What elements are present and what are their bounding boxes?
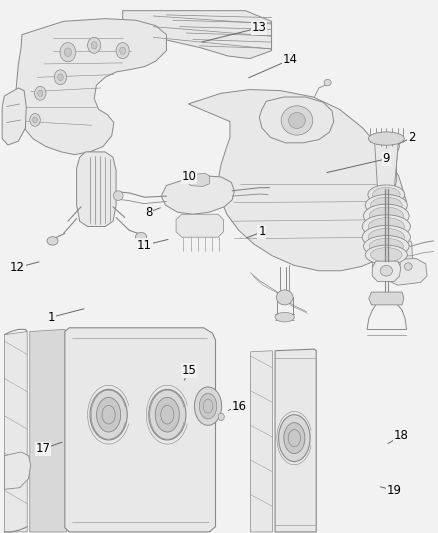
Polygon shape xyxy=(369,292,404,305)
Ellipse shape xyxy=(279,415,310,462)
Text: 8: 8 xyxy=(145,206,152,219)
Ellipse shape xyxy=(113,191,123,200)
Ellipse shape xyxy=(102,405,115,424)
Ellipse shape xyxy=(60,43,76,62)
Ellipse shape xyxy=(218,413,224,421)
Ellipse shape xyxy=(155,398,180,432)
Ellipse shape xyxy=(35,86,46,100)
Text: 14: 14 xyxy=(283,53,297,66)
Polygon shape xyxy=(259,97,334,143)
Ellipse shape xyxy=(284,423,305,454)
Ellipse shape xyxy=(368,132,404,146)
Ellipse shape xyxy=(289,112,305,128)
Polygon shape xyxy=(385,259,427,285)
Polygon shape xyxy=(251,351,272,532)
Ellipse shape xyxy=(91,42,97,49)
Ellipse shape xyxy=(276,290,293,305)
Ellipse shape xyxy=(30,114,40,126)
Ellipse shape xyxy=(58,74,63,80)
Polygon shape xyxy=(77,152,116,227)
Ellipse shape xyxy=(64,48,71,56)
Polygon shape xyxy=(372,235,413,273)
Text: 1: 1 xyxy=(258,225,266,238)
Ellipse shape xyxy=(368,217,404,236)
Polygon shape xyxy=(372,261,401,281)
Ellipse shape xyxy=(371,247,402,262)
Ellipse shape xyxy=(33,117,37,123)
Text: 11: 11 xyxy=(137,239,152,252)
Text: 13: 13 xyxy=(252,21,267,34)
Text: 12: 12 xyxy=(10,261,25,274)
Ellipse shape xyxy=(47,237,58,245)
Polygon shape xyxy=(374,140,399,189)
Ellipse shape xyxy=(203,399,213,413)
Text: 19: 19 xyxy=(387,484,402,497)
Ellipse shape xyxy=(368,185,405,204)
Ellipse shape xyxy=(404,263,412,270)
Text: 18: 18 xyxy=(393,430,408,442)
Ellipse shape xyxy=(387,247,395,254)
Text: 2: 2 xyxy=(408,131,416,144)
Ellipse shape xyxy=(369,207,403,225)
Ellipse shape xyxy=(371,197,402,213)
Ellipse shape xyxy=(392,260,400,268)
Polygon shape xyxy=(65,328,215,532)
Polygon shape xyxy=(188,90,406,271)
Ellipse shape xyxy=(362,225,410,249)
Polygon shape xyxy=(176,214,223,237)
Ellipse shape xyxy=(96,398,120,432)
Ellipse shape xyxy=(364,204,409,228)
Ellipse shape xyxy=(136,232,146,241)
Ellipse shape xyxy=(288,430,300,447)
Text: 1: 1 xyxy=(48,311,56,324)
Ellipse shape xyxy=(148,389,186,440)
Ellipse shape xyxy=(120,47,126,54)
Ellipse shape xyxy=(199,393,217,419)
Polygon shape xyxy=(4,332,27,532)
Text: 16: 16 xyxy=(231,400,246,413)
Polygon shape xyxy=(4,452,31,489)
Ellipse shape xyxy=(275,312,294,322)
Ellipse shape xyxy=(380,265,392,276)
Ellipse shape xyxy=(369,238,403,254)
Text: 17: 17 xyxy=(35,442,50,455)
Ellipse shape xyxy=(368,229,404,246)
Text: 9: 9 xyxy=(382,152,390,165)
Ellipse shape xyxy=(116,43,129,59)
Polygon shape xyxy=(275,349,316,532)
Polygon shape xyxy=(30,329,67,532)
Ellipse shape xyxy=(372,188,400,201)
Polygon shape xyxy=(15,19,166,155)
Ellipse shape xyxy=(38,90,43,96)
Polygon shape xyxy=(187,173,209,187)
Ellipse shape xyxy=(365,195,407,216)
Ellipse shape xyxy=(324,79,331,86)
Ellipse shape xyxy=(364,236,409,257)
Text: 15: 15 xyxy=(182,364,197,377)
Ellipse shape xyxy=(90,389,127,440)
Ellipse shape xyxy=(194,387,222,425)
Polygon shape xyxy=(374,140,399,189)
Polygon shape xyxy=(123,11,272,59)
Ellipse shape xyxy=(281,106,313,135)
Text: 10: 10 xyxy=(182,171,197,183)
Polygon shape xyxy=(161,176,234,214)
Ellipse shape xyxy=(161,405,174,424)
Ellipse shape xyxy=(54,70,67,85)
Ellipse shape xyxy=(365,245,407,264)
Polygon shape xyxy=(2,88,26,145)
Ellipse shape xyxy=(362,215,410,238)
Ellipse shape xyxy=(88,37,101,53)
